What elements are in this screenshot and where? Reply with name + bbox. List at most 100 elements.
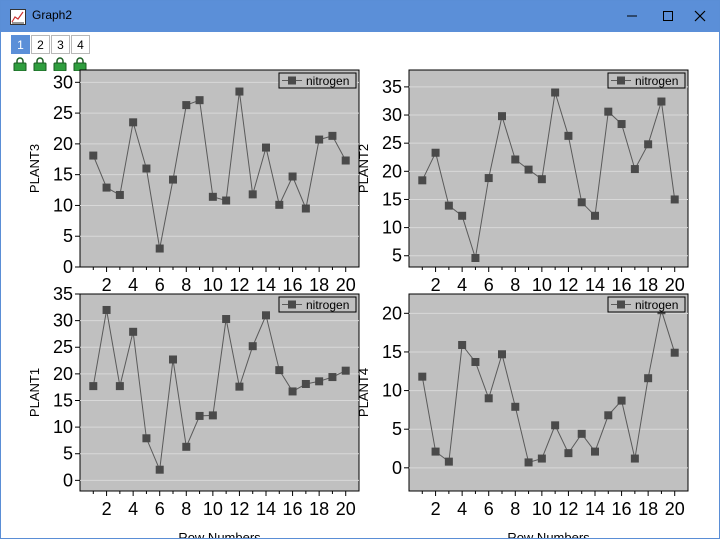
- data-point[interactable]: [484, 394, 493, 403]
- close-button[interactable]: [681, 1, 719, 32]
- data-point[interactable]: [262, 143, 270, 152]
- data-point[interactable]: [564, 131, 573, 140]
- data-point[interactable]: [341, 156, 350, 165]
- data-point[interactable]: [564, 449, 573, 458]
- data-point[interactable]: [418, 372, 427, 381]
- data-point[interactable]: [129, 118, 138, 127]
- plot-area[interactable]: [79, 293, 360, 492]
- data-point[interactable]: [142, 434, 151, 443]
- data-point[interactable]: [315, 135, 324, 144]
- data-point[interactable]: [155, 244, 164, 253]
- data-point[interactable]: [115, 382, 124, 391]
- data-point[interactable]: [275, 200, 284, 209]
- legend-box[interactable]: [278, 72, 357, 89]
- data-point[interactable]: [644, 140, 653, 149]
- data-point[interactable]: [498, 112, 506, 121]
- data-point[interactable]: [670, 195, 679, 204]
- minimize-button[interactable]: [613, 1, 651, 32]
- data-point[interactable]: [102, 305, 111, 314]
- data-point[interactable]: [301, 204, 310, 213]
- data-point[interactable]: [341, 366, 350, 375]
- data-point[interactable]: [444, 457, 453, 466]
- data-point[interactable]: [591, 447, 599, 456]
- data-point[interactable]: [418, 176, 427, 185]
- data-point[interactable]: [301, 379, 310, 388]
- data-point[interactable]: [617, 120, 626, 129]
- layer-tab-4[interactable]: 4: [71, 35, 90, 54]
- data-point[interactable]: [182, 442, 191, 451]
- data-point[interactable]: [511, 402, 520, 411]
- data-point[interactable]: [222, 196, 231, 205]
- data-point[interactable]: [537, 454, 546, 463]
- lock-icon[interactable]: [33, 57, 47, 71]
- data-point[interactable]: [471, 357, 480, 366]
- data-point[interactable]: [551, 88, 560, 97]
- data-point[interactable]: [431, 148, 440, 157]
- data-point[interactable]: [537, 175, 546, 184]
- data-point[interactable]: [275, 366, 284, 375]
- data-point[interactable]: [458, 211, 467, 220]
- data-point[interactable]: [262, 311, 270, 320]
- data-point[interactable]: [222, 315, 231, 324]
- data-point[interactable]: [511, 155, 520, 164]
- data-point[interactable]: [604, 411, 613, 420]
- maximize-button[interactable]: [649, 1, 687, 32]
- title-bar[interactable]: Graph2: [1, 1, 719, 32]
- data-point[interactable]: [591, 211, 599, 220]
- layer-tab-1[interactable]: 1: [11, 35, 30, 54]
- data-point[interactable]: [195, 96, 204, 105]
- data-point[interactable]: [142, 164, 151, 173]
- y-tick-label: 0: [63, 257, 73, 277]
- layer-tab-3[interactable]: 3: [51, 35, 70, 54]
- data-point[interactable]: [630, 454, 639, 463]
- layer-tab-2[interactable]: 2: [31, 35, 50, 54]
- data-point[interactable]: [89, 151, 98, 160]
- lock-icon[interactable]: [73, 57, 87, 71]
- data-point[interactable]: [498, 350, 506, 359]
- data-point[interactable]: [102, 183, 111, 192]
- data-point[interactable]: [208, 192, 217, 201]
- data-point[interactable]: [604, 107, 613, 116]
- data-point[interactable]: [235, 382, 244, 391]
- lock-icon[interactable]: [13, 57, 27, 71]
- data-point[interactable]: [115, 190, 124, 199]
- data-point[interactable]: [89, 382, 98, 391]
- data-point[interactable]: [630, 165, 639, 174]
- data-point[interactable]: [577, 198, 586, 207]
- data-point[interactable]: [288, 387, 297, 396]
- data-point[interactable]: [431, 447, 440, 456]
- data-point[interactable]: [155, 465, 164, 474]
- data-point[interactable]: [670, 348, 679, 357]
- data-point[interactable]: [577, 429, 586, 438]
- data-point[interactable]: [458, 340, 467, 349]
- data-point[interactable]: [444, 201, 453, 210]
- plot-area[interactable]: [408, 69, 689, 268]
- data-point[interactable]: [248, 190, 257, 199]
- lock-icon[interactable]: [53, 57, 67, 71]
- data-point[interactable]: [484, 174, 493, 183]
- data-point[interactable]: [182, 101, 191, 110]
- data-point[interactable]: [617, 396, 626, 405]
- data-point[interactable]: [644, 374, 653, 383]
- data-point[interactable]: [315, 377, 324, 386]
- plot-area[interactable]: [79, 69, 360, 268]
- data-point[interactable]: [129, 327, 138, 336]
- data-point[interactable]: [524, 458, 533, 467]
- data-point[interactable]: [328, 373, 337, 382]
- data-point[interactable]: [169, 175, 177, 184]
- data-point[interactable]: [248, 342, 257, 351]
- plot-area[interactable]: [408, 293, 689, 492]
- legend-box[interactable]: [278, 296, 357, 313]
- data-point[interactable]: [551, 421, 560, 430]
- data-point[interactable]: [288, 172, 297, 181]
- data-point[interactable]: [195, 411, 204, 420]
- data-point[interactable]: [208, 411, 217, 420]
- data-point[interactable]: [235, 87, 244, 96]
- data-point[interactable]: [524, 165, 533, 174]
- data-point[interactable]: [169, 355, 177, 364]
- data-point[interactable]: [328, 131, 337, 140]
- legend-box[interactable]: [607, 296, 686, 313]
- data-point[interactable]: [471, 253, 480, 262]
- data-point[interactable]: [657, 97, 666, 106]
- legend-box[interactable]: [607, 72, 686, 89]
